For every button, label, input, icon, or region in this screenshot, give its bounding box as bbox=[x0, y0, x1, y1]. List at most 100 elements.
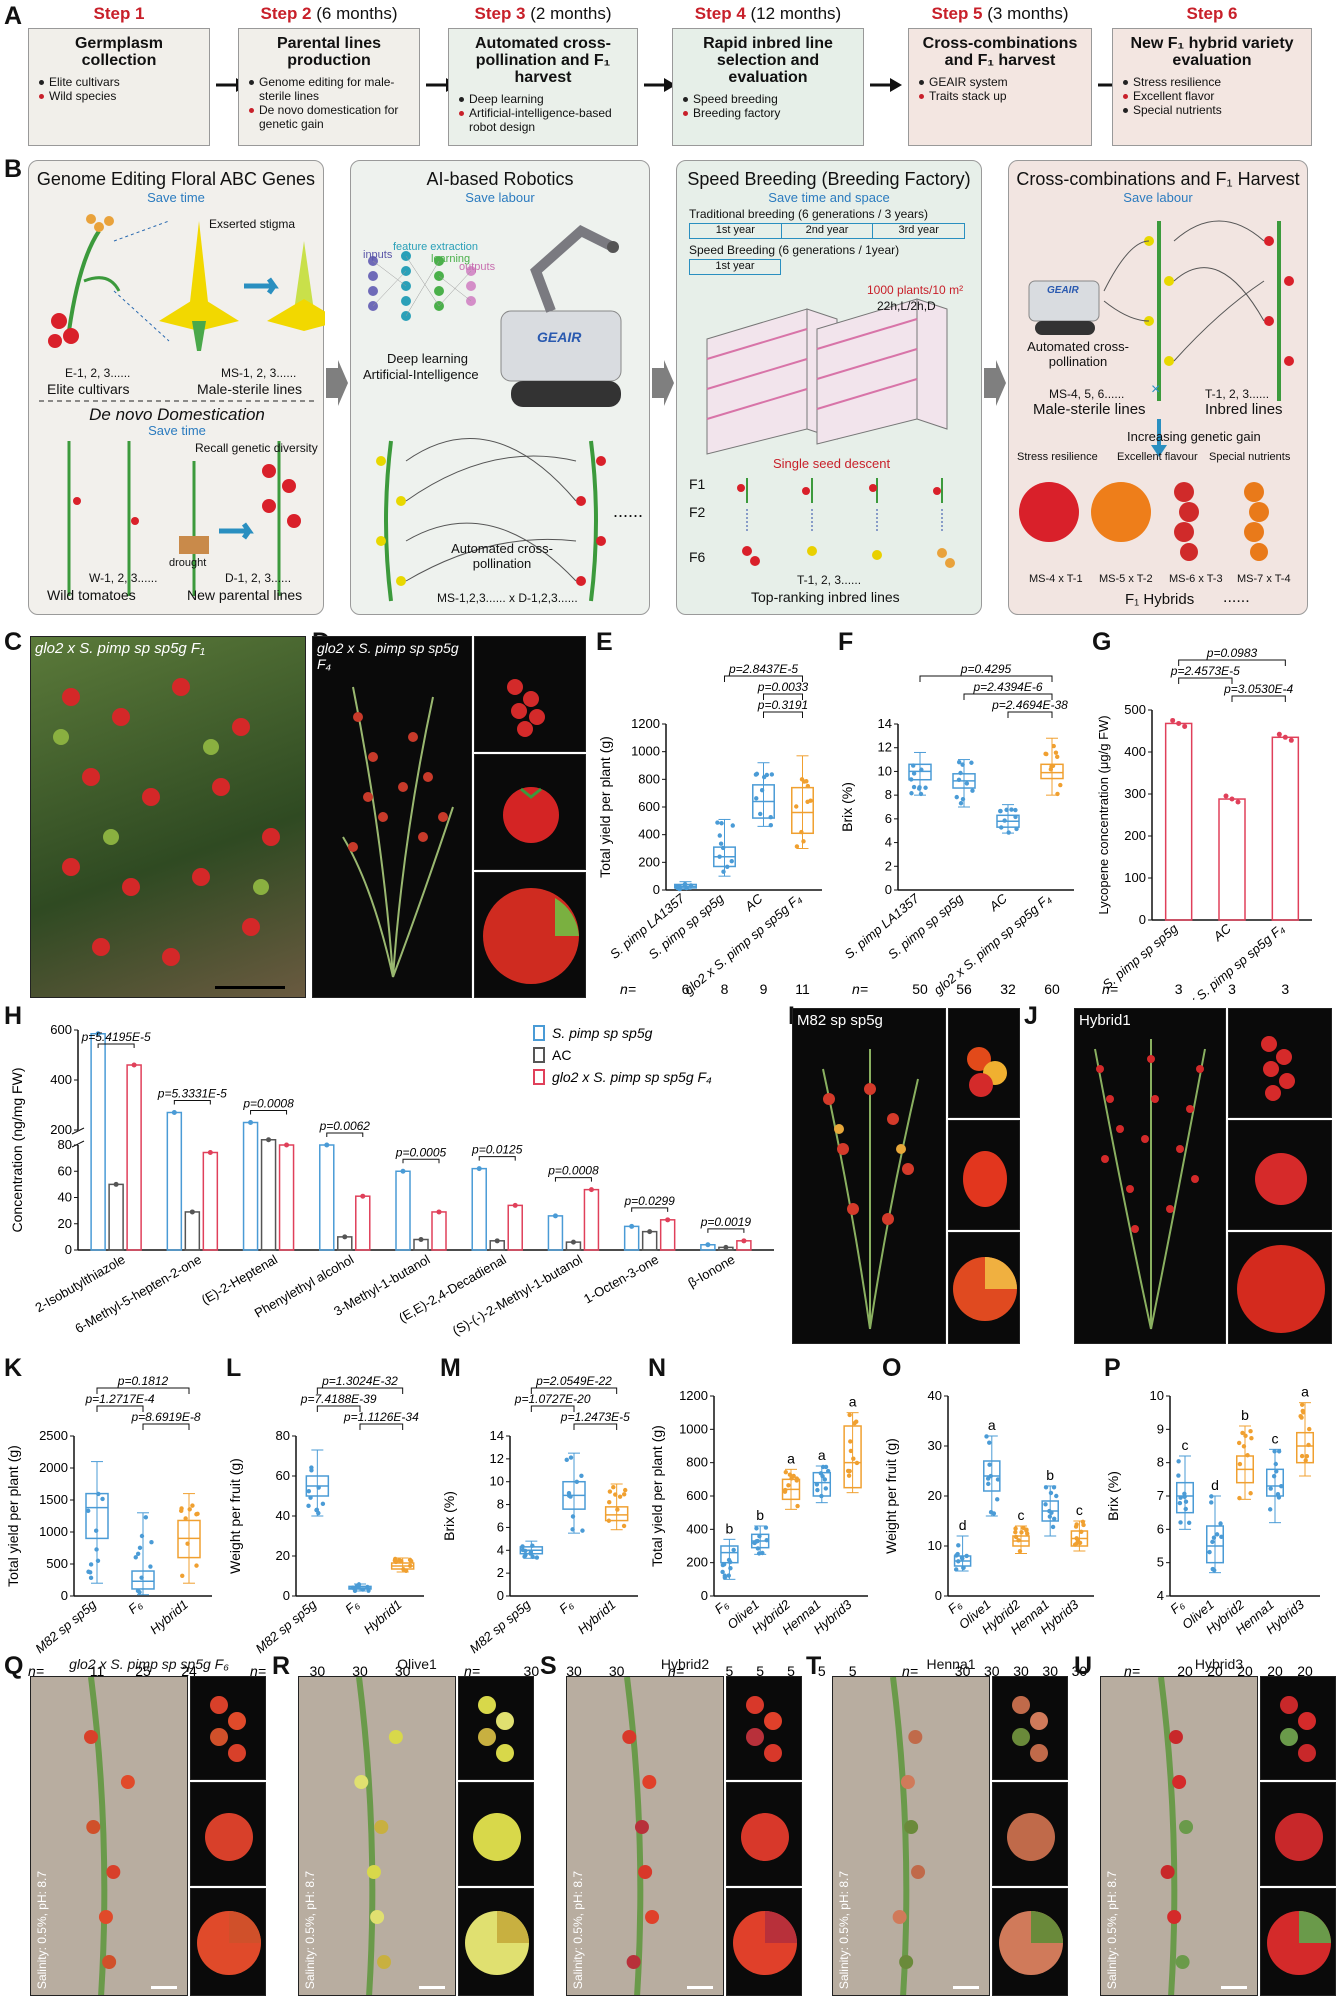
pvalue-bracket bbox=[919, 675, 1053, 682]
data-point bbox=[1024, 1528, 1029, 1533]
b1-recall-label: Recall genetic diversity bbox=[195, 441, 318, 455]
data-point bbox=[574, 1479, 580, 1485]
b4-dots: ...... bbox=[1223, 589, 1250, 606]
b4-ms-label: MS-4, 5, 6...... bbox=[1049, 387, 1125, 401]
legend-swatch bbox=[533, 1069, 545, 1085]
significance-letter: c bbox=[1182, 1437, 1189, 1453]
data-point bbox=[718, 841, 724, 846]
data-point bbox=[1219, 1534, 1224, 1540]
step-title: Rapid inbred line selection and evaluati… bbox=[703, 35, 833, 86]
pvalue-bracket bbox=[763, 711, 803, 718]
pvalue-bracket bbox=[316, 1405, 361, 1412]
pvalue-bracket bbox=[724, 675, 803, 682]
panel-label-g: G bbox=[1092, 628, 1112, 656]
data-point bbox=[729, 858, 734, 864]
x-tick-label: F₆ bbox=[556, 1596, 576, 1616]
step-items: Speed breeding Breeding factory bbox=[681, 92, 855, 120]
data-point bbox=[1223, 793, 1229, 799]
pvalue-label: p=2.4573E-5 bbox=[1170, 664, 1240, 678]
data-point bbox=[823, 1486, 829, 1491]
thumb-drawing bbox=[210, 1696, 246, 1762]
box bbox=[1176, 1481, 1194, 1514]
y-tick-label: 2 bbox=[885, 858, 892, 873]
n-value: 20 bbox=[1207, 1663, 1223, 1679]
chart-n: 0 200 400 600 800 1000 1200 Total yield per pla… bbox=[649, 1388, 868, 1679]
b1-title: Genome Editing Floral ABC Genes bbox=[36, 169, 316, 189]
data-point bbox=[1079, 1529, 1084, 1535]
y-tick-label: 10 bbox=[1150, 1388, 1164, 1403]
data-point bbox=[476, 1166, 482, 1172]
step-item: GEAIR system bbox=[917, 75, 1083, 89]
data-point bbox=[436, 1209, 442, 1215]
b4-title: Cross-combinations and F₁ Harvest bbox=[1016, 169, 1300, 189]
data-point bbox=[1241, 1444, 1247, 1449]
data-point bbox=[309, 1465, 314, 1470]
data-point bbox=[958, 770, 963, 776]
photo-q-thumb-3 bbox=[190, 1888, 266, 1996]
fruit bbox=[904, 1820, 919, 1834]
data-point bbox=[783, 1487, 788, 1493]
photo-j-truss-drawing bbox=[1261, 1036, 1295, 1101]
data-point bbox=[1017, 1549, 1023, 1554]
data-point bbox=[171, 1110, 177, 1115]
data-point bbox=[820, 1464, 826, 1470]
x-tick-label: Hybrid1 bbox=[147, 1597, 191, 1637]
data-point bbox=[987, 1440, 992, 1445]
step-items: Elite cultivars Wild species bbox=[37, 75, 201, 103]
step-duration: (2 months) bbox=[525, 4, 612, 23]
data-point bbox=[911, 784, 917, 790]
data-point bbox=[720, 1562, 726, 1568]
data-point bbox=[568, 1455, 574, 1460]
data-point bbox=[1049, 1510, 1054, 1515]
data-point bbox=[960, 796, 966, 802]
photo-t-thumb-3 bbox=[992, 1888, 1068, 1996]
n-value: 60 bbox=[1044, 981, 1060, 997]
b4-hybrid-tomatoes bbox=[1019, 482, 1269, 561]
fruit bbox=[366, 1865, 381, 1879]
data-point bbox=[1245, 1453, 1250, 1458]
x-tick-label: Hybrid1 bbox=[361, 1597, 405, 1637]
data-point bbox=[1006, 830, 1011, 835]
panel-label-p: P bbox=[1104, 1354, 1121, 1382]
data-point bbox=[1218, 1521, 1223, 1526]
fruit bbox=[900, 1775, 915, 1789]
data-point bbox=[969, 760, 974, 765]
legend-swatch bbox=[533, 1025, 545, 1041]
pvalue-label: p=1.0727E-20 bbox=[514, 1392, 591, 1406]
y-tick-label: 1200 bbox=[631, 716, 660, 731]
y-tick-label: 0 bbox=[65, 1242, 72, 1257]
step-item: Breeding factory bbox=[681, 106, 855, 120]
pvalue-bracket bbox=[97, 1043, 135, 1048]
y-tick-label: 2500 bbox=[39, 1428, 68, 1443]
data-point bbox=[1021, 1525, 1026, 1531]
data-point bbox=[1049, 764, 1054, 769]
b1-ms-label: MS-1, 2, 3...... bbox=[221, 366, 297, 380]
y-tick-label: 10 bbox=[878, 763, 892, 778]
data-point bbox=[1176, 720, 1182, 726]
data-point bbox=[794, 804, 799, 809]
bar bbox=[507, 1204, 523, 1251]
box bbox=[604, 1506, 629, 1522]
b2-ms-d-label: MS-1,2,3...... x D-1,2,3...... bbox=[437, 591, 578, 605]
fruit bbox=[377, 1955, 392, 1969]
data-point bbox=[760, 1550, 765, 1556]
pvalue-label: p=3.0530E-4 bbox=[1223, 682, 1293, 696]
data-point bbox=[1299, 1402, 1305, 1407]
legend-label: S. pimp sp sp5g bbox=[552, 1025, 653, 1041]
step-title: New F₁ hybrid variety evaluation bbox=[1130, 35, 1294, 69]
y-tick-label: 200 bbox=[638, 854, 660, 869]
data-point bbox=[1303, 1458, 1308, 1463]
box bbox=[1296, 1431, 1314, 1464]
data-point bbox=[1207, 1549, 1212, 1555]
data-point bbox=[284, 1142, 290, 1148]
fruit bbox=[210, 1696, 228, 1714]
pvalue-bracket bbox=[402, 1158, 440, 1164]
data-point bbox=[970, 788, 975, 793]
n-value: 30 bbox=[1072, 1663, 1088, 1679]
bar bbox=[278, 1144, 295, 1251]
b1-e-label: E-1, 2, 3...... bbox=[65, 366, 131, 380]
data-point bbox=[570, 1527, 575, 1532]
photo-d-truss bbox=[474, 636, 586, 752]
pvalue-label: p=0.0125 bbox=[471, 1143, 523, 1157]
thumb-drawing bbox=[478, 1696, 514, 1762]
